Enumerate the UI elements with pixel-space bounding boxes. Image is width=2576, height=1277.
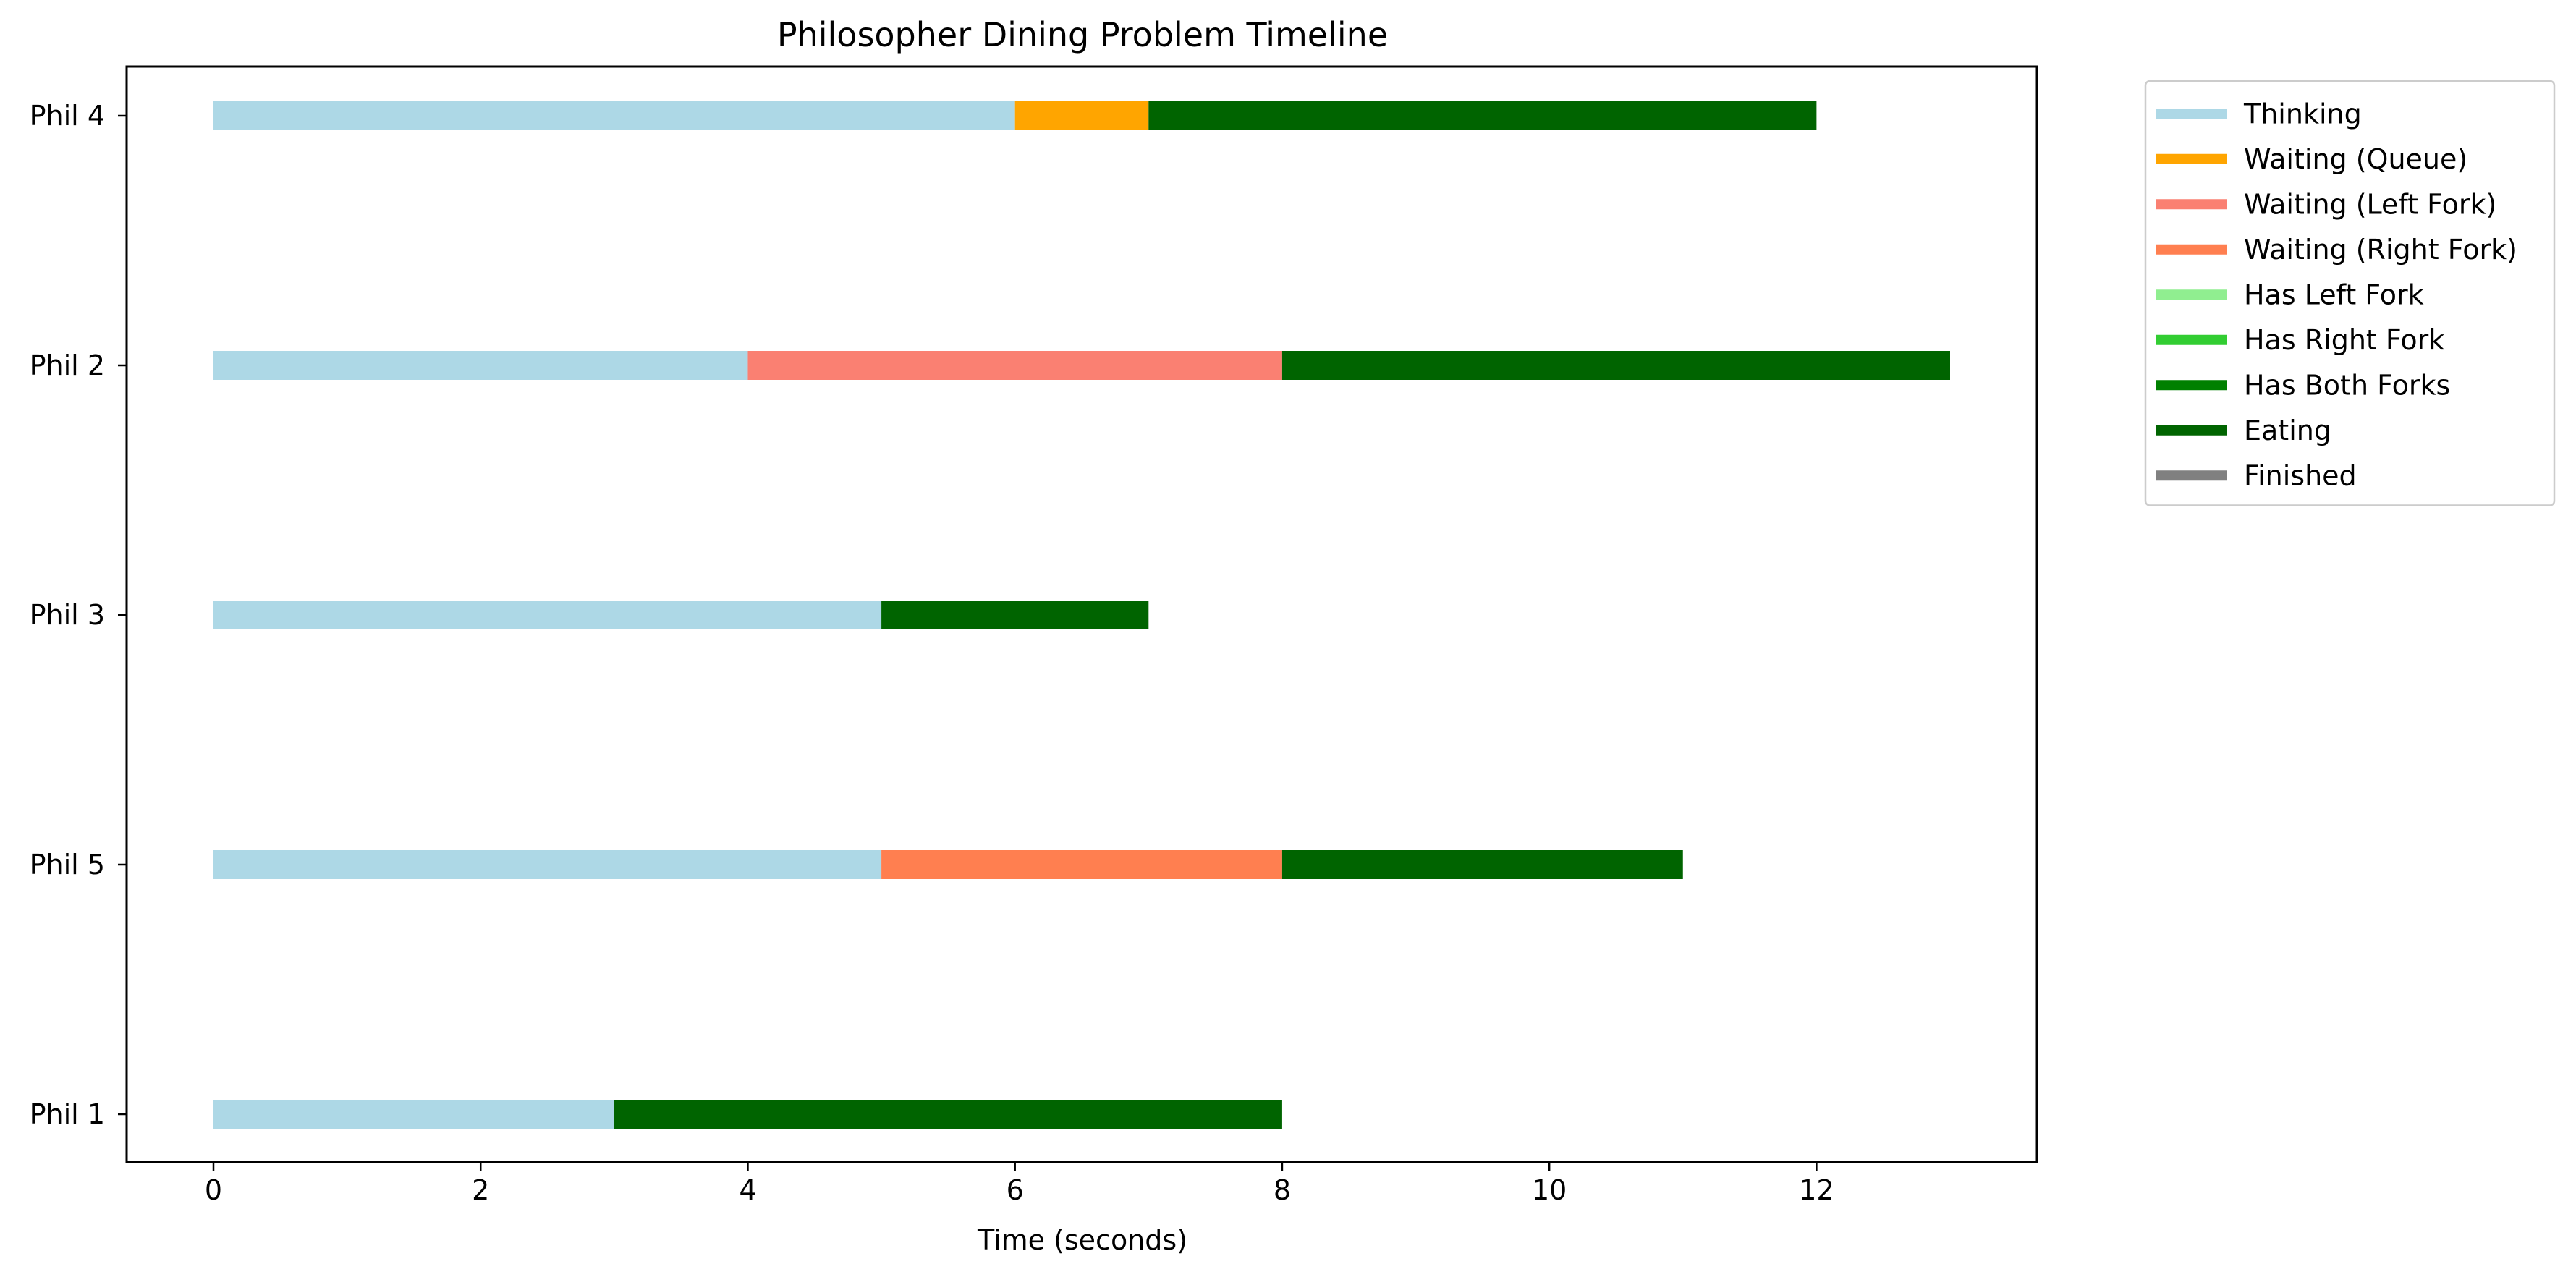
legend-label: Has Right Fork bbox=[2244, 324, 2444, 356]
x-tick-label: 8 bbox=[1274, 1174, 1291, 1206]
x-tick-label: 12 bbox=[1799, 1174, 1834, 1206]
plot-area bbox=[213, 101, 1950, 1129]
x-tick-label: 10 bbox=[1532, 1174, 1567, 1206]
chart-title: Philosopher Dining Problem Timeline bbox=[777, 15, 1388, 54]
x-tick-label: 0 bbox=[205, 1174, 222, 1206]
legend-swatch bbox=[2156, 380, 2227, 391]
segment-phil-2 bbox=[1281, 351, 1950, 380]
legend-label: Waiting (Left Fork) bbox=[2244, 188, 2496, 220]
x-axis-label: Time (seconds) bbox=[977, 1224, 1187, 1256]
legend-swatch bbox=[2156, 425, 2227, 436]
legend-swatch bbox=[2156, 334, 2227, 345]
x-tick-label: 6 bbox=[1007, 1174, 1024, 1206]
y-tick-label: Phil 4 bbox=[30, 100, 105, 132]
legend-swatch bbox=[2156, 244, 2227, 255]
segment-phil-2 bbox=[747, 351, 1282, 380]
legend-label: Waiting (Right Fork) bbox=[2244, 234, 2517, 266]
segment-phil-4 bbox=[213, 101, 1015, 130]
legend-swatch bbox=[2156, 109, 2227, 119]
segment-phil-3 bbox=[213, 601, 882, 629]
legend-label: Finished bbox=[2244, 459, 2357, 491]
segment-phil-1 bbox=[213, 1100, 614, 1129]
legend-label: Thinking bbox=[2243, 98, 2362, 130]
y-tick-label: Phil 1 bbox=[30, 1098, 105, 1130]
legend-swatch bbox=[2156, 289, 2227, 300]
y-tick-label: Phil 5 bbox=[30, 849, 105, 881]
x-tick-label: 4 bbox=[739, 1174, 756, 1206]
y-tick-label: Phil 3 bbox=[30, 599, 105, 631]
segment-phil-5 bbox=[213, 850, 882, 879]
legend-swatch bbox=[2156, 199, 2227, 210]
segment-phil-3 bbox=[881, 601, 1149, 629]
segment-phil-5 bbox=[1281, 850, 1683, 879]
segment-phil-2 bbox=[213, 351, 748, 380]
legend: Thinking Waiting (Queue) Waiting (Left For… bbox=[2144, 80, 2556, 506]
legend-swatch bbox=[2156, 153, 2227, 164]
legend-label: Waiting (Queue) bbox=[2244, 143, 2467, 175]
legend-label: Has Left Fork bbox=[2244, 279, 2424, 310]
legend-box bbox=[2144, 80, 2556, 506]
legend-label: Eating bbox=[2244, 415, 2331, 446]
segment-phil-4 bbox=[1148, 101, 1817, 130]
y-tick-label: Phil 2 bbox=[30, 349, 105, 381]
legend-swatch bbox=[2156, 470, 2227, 481]
segment-phil-1 bbox=[614, 1100, 1282, 1129]
x-tick-label: 2 bbox=[472, 1174, 489, 1206]
segment-phil-4 bbox=[1014, 101, 1149, 130]
legend-label: Has Both Forks bbox=[2244, 369, 2450, 401]
axes: 0 2 4 6 8 10 12 Phil 4 Phil 2 Phil 3 Phil 5 Phil 1 bbox=[30, 100, 1834, 1206]
segment-phil-5 bbox=[881, 850, 1282, 879]
